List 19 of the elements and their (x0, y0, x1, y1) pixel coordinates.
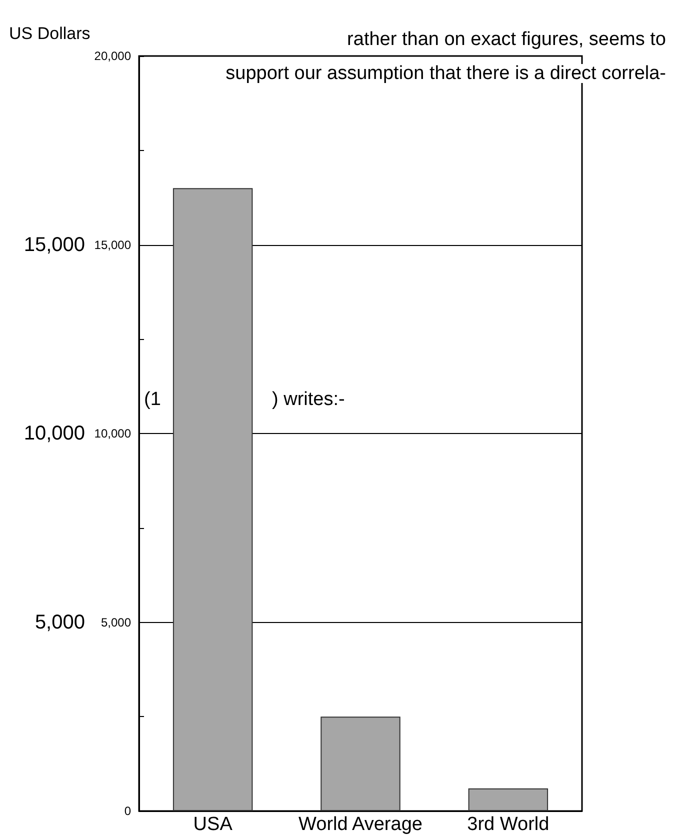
y2-tick-label: 10,000 (94, 426, 132, 440)
annotation: (1 (144, 389, 161, 410)
annotation: support our assumption that there is a direct correla- (226, 63, 666, 84)
y2-tick-label: 20,000 (94, 49, 132, 63)
x-tick-label: USA (193, 814, 233, 835)
y-axis-title: US Dollars (9, 24, 90, 43)
bar (172, 188, 253, 811)
x-tick-label: 3rd World (467, 814, 550, 835)
text: rather than on exact figures, seems to (347, 29, 666, 50)
y-tick-label: 5,000 (34, 611, 85, 634)
y2-tick-label: 0 (124, 804, 132, 818)
y2-tick-label: 15,000 (94, 238, 132, 252)
y-tick-label: 10,000 (24, 422, 85, 444)
x-tick-label: World Average (298, 814, 422, 835)
annotation: ) writes:- (272, 389, 345, 410)
y-tick-label: 15,000 (24, 234, 85, 256)
bar (468, 788, 548, 811)
bar (320, 716, 400, 811)
y2-tick-label: 5,000 (100, 615, 132, 630)
